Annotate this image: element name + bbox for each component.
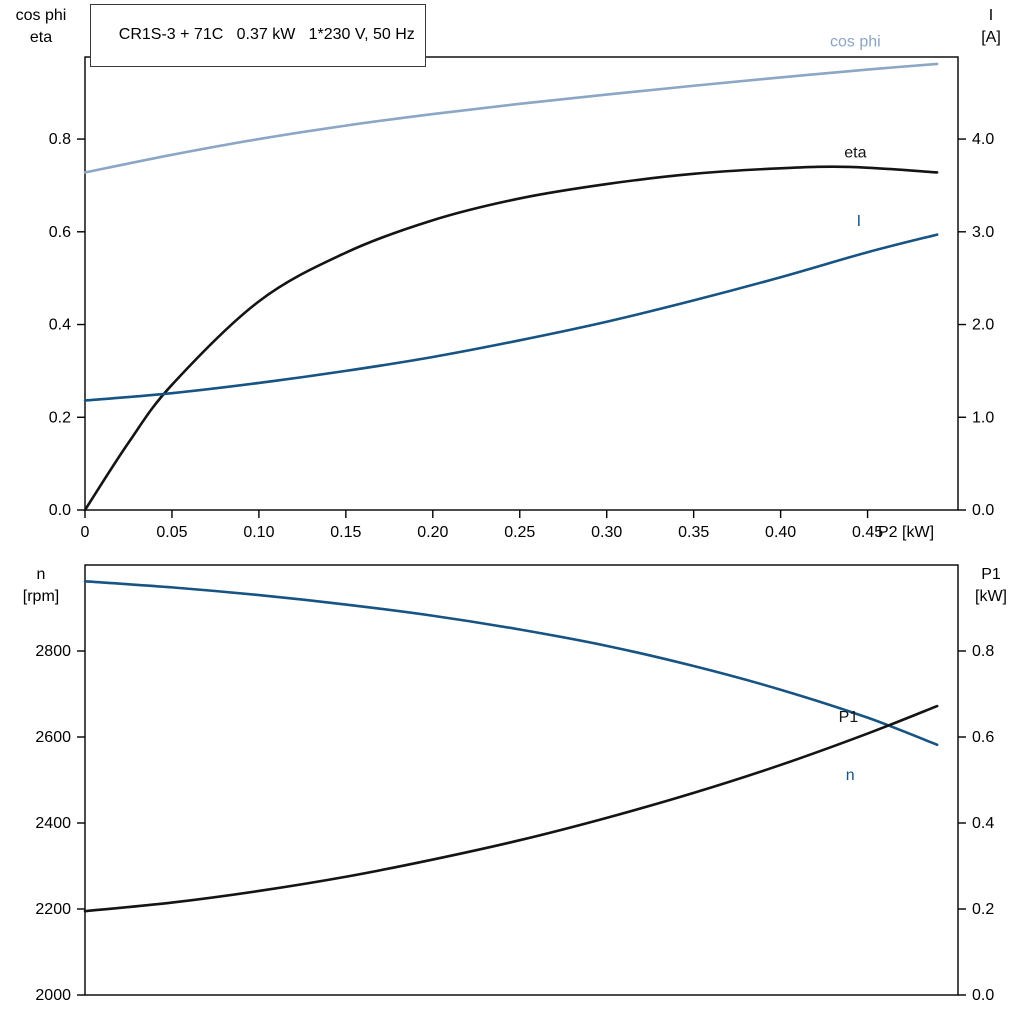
x-tick-label: 0.10 [243, 524, 274, 541]
x-tick-label: 0.15 [330, 524, 361, 541]
left-tick-label: 0.6 [49, 224, 71, 241]
axis-title-line: P1 [981, 566, 1001, 583]
curve-label-current: I [857, 213, 861, 230]
x-tick-label: 0.35 [678, 524, 709, 541]
curve-speed [83, 580, 939, 747]
left-tick-label: 0.8 [49, 131, 71, 148]
right-tick-label: 4.0 [972, 131, 994, 148]
axis-title-line: [rpm] [22, 588, 60, 605]
curve-p1 [83, 704, 939, 913]
right-tick-label: 0.0 [972, 987, 994, 1004]
right-tick-label: 0.6 [972, 729, 994, 746]
axis-title-line: cos phi [15, 7, 67, 24]
chart-title-text: CR1S-3 + 71C 0.37 kW 1*230 V, 50 Hz [118, 26, 415, 43]
axis-title-line: n [36, 566, 46, 583]
x-tick-label: 0.40 [765, 524, 796, 541]
right-tick-label: 0.8 [972, 643, 994, 660]
left-tick-label: 0.0 [49, 502, 71, 519]
right-tick-label: 2.0 [972, 317, 994, 334]
right-tick-label: 0.2 [972, 901, 994, 918]
left-tick-label: 2400 [35, 815, 71, 832]
right-tick-label: 0.4 [972, 815, 994, 832]
right-tick-label: 1.0 [972, 409, 994, 426]
axis-title-line: [A] [981, 29, 1001, 46]
left-tick-label: 2200 [35, 901, 71, 918]
left-tick-label: 2800 [35, 643, 71, 660]
left-tick-label: 0.2 [49, 409, 71, 426]
top-right-axis-title: I [A] [960, 5, 1022, 49]
x-tick-label: 0.25 [504, 524, 535, 541]
chart-top: 0.0 0.2 0.4 0.6 0.8 0.0 1.0 2.0 3.0 4.0 0 0.05 0.10 0… [49, 33, 995, 541]
curve-label-speed: n [846, 767, 855, 784]
x-tick-label: 0 [81, 524, 90, 541]
x-tick-label: 0.20 [417, 524, 448, 541]
curve-current [83, 233, 939, 402]
right-tick-label: 0.0 [972, 502, 994, 519]
curve-cos-phi [83, 62, 939, 174]
bottom-left-axis-title: n [rpm] [2, 564, 80, 608]
x-axis-title: P2 [kW] [878, 524, 934, 542]
top-left-axis-title: cos phi eta [2, 5, 80, 49]
left-tick-label: 2000 [35, 987, 71, 1004]
axis-title-line: I [988, 7, 994, 24]
plot-frame-top [84, 56, 959, 511]
curve-label-eta: eta [844, 145, 866, 162]
chart-title-box: CR1S-3 + 71C 0.37 kW 1*230 V, 50 Hz [90, 4, 426, 67]
chart-bottom: 2000 2200 2400 2600 2800 0.0 0.2 0.4 0.6 0.8 n P1 [35, 564, 994, 1004]
axis-title-line: eta [29, 29, 53, 46]
x-tick-label: 0.30 [591, 524, 622, 541]
left-tick-label: 2600 [35, 729, 71, 746]
left-tick-label: 0.4 [49, 317, 71, 334]
right-tick-label: 3.0 [972, 224, 994, 241]
curve-label-p1: P1 [839, 709, 859, 726]
curve-label-cos-phi: cos phi [830, 33, 881, 50]
bottom-right-axis-title: P1 [kW] [960, 564, 1022, 608]
plot-frame-bottom [84, 564, 959, 996]
curve-eta [83, 165, 939, 512]
x-tick-label: 0.05 [156, 524, 187, 541]
x-tick-label: 0.45 [852, 524, 883, 541]
x-axis-title-text: P2 [kW] [878, 524, 935, 541]
axis-title-line: [kW] [975, 588, 1007, 605]
